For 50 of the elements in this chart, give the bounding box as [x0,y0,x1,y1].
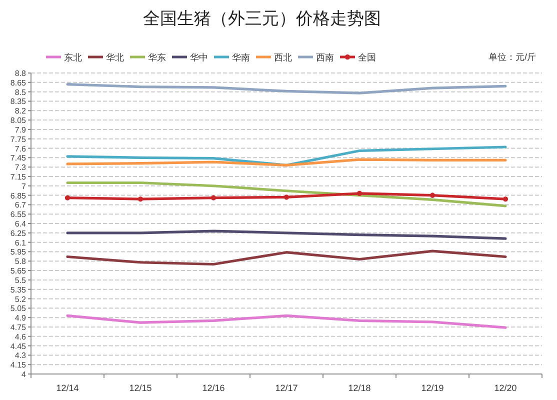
legend-label: 全国 [358,52,376,62]
y-tick-label: 7.45 [10,154,27,163]
y-tick-label: 6.55 [10,210,27,220]
y-tick-label: 4.15 [10,360,27,370]
x-tick-label: 12/16 [202,383,225,393]
y-tick-label: 8.2 [14,106,27,116]
y-tick-label: 5.8 [14,257,27,266]
x-tick-label: 12/15 [129,383,152,393]
legend-label: 华中 [190,52,208,62]
y-tick-label: 8.65 [10,78,27,88]
y-tick-label: 8.8 [14,69,27,78]
y-tick-label: 4.75 [10,322,27,332]
y-tick-label: 6.4 [14,220,27,228]
y-tick-label: 5.05 [10,304,27,314]
y-tick-label: 8.5 [14,88,27,97]
legend-label: 华北 [106,52,124,62]
y-tick-label: 4.45 [10,342,27,351]
y-tick-label: 6.1 [14,238,27,248]
y-tick-label: 7 [22,182,27,191]
y-tick-label: 4.9 [14,314,27,323]
y-tick-label: 6.85 [10,191,27,200]
legend-label: 华东 [148,52,166,62]
y-tick-label: 4 [22,370,27,379]
y-tick-label: 7.3 [14,163,27,172]
y-tick-label: 5.65 [10,266,27,276]
y-tick-label: 5.35 [10,285,27,294]
y-tick-label: 7.6 [14,144,27,154]
x-tick-label: 12/17 [275,383,298,393]
legend-label: 东北 [64,52,82,62]
y-tick-label: 5.95 [10,248,27,257]
y-tick-label: 7.15 [10,172,27,182]
y-tick-label: 8.35 [10,97,27,106]
x-tick-label: 12/20 [494,383,517,393]
x-tick-label: 12/18 [348,383,371,393]
y-tick-label: 8.05 [10,116,27,126]
y-tick-label: 4.6 [14,332,27,342]
annotation: 单位：元/斤 [488,52,536,62]
x-tick-label: 12/19 [421,383,444,393]
legend-label: 西北 [274,52,292,62]
legend-label: 西南 [316,52,334,62]
y-tick-label: 7.9 [14,125,27,134]
y-tick-label: 5.2 [14,294,27,304]
y-tick-label: 4.3 [14,351,27,360]
y-tick-label: 6.7 [14,200,27,210]
y-tick-label: 6.25 [10,228,27,238]
x-tick-label: 12/14 [56,383,79,393]
legend-label: 华南 [232,52,250,62]
y-tick-label: 7.75 [10,134,27,144]
y-tick-label: 5.5 [14,276,27,285]
title: 全国生猪（外三元）价格走势图 [143,9,381,28]
